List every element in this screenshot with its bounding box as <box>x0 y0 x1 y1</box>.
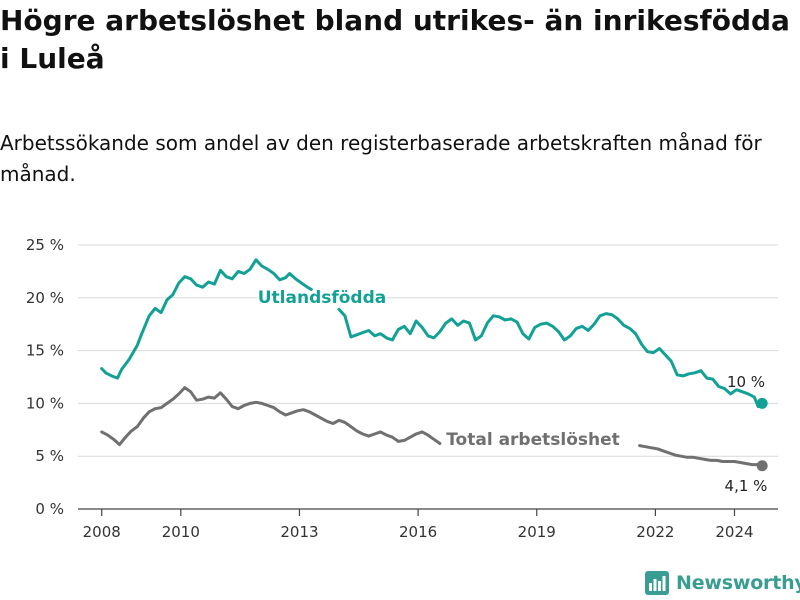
end-value-label: 4,1 % <box>725 477 768 495</box>
x-tick-label: 2024 <box>715 523 753 541</box>
series-line-1 <box>100 386 764 468</box>
series-end-point-0 <box>756 397 768 409</box>
y-tick-label: 0 % <box>35 500 64 518</box>
grid-lines <box>78 244 778 510</box>
page-title: Högre arbetslöshet bland utrikes- än inr… <box>0 4 790 75</box>
y-tick-label: 15 % <box>26 342 64 360</box>
chart-subtitle: Arbetssökande som andel av den registerb… <box>0 131 762 186</box>
series-end-point-1 <box>756 460 768 472</box>
series-name-label: Utlandsfödda <box>258 288 387 308</box>
brand-name: Newsworthy <box>676 572 800 594</box>
x-tick-label: 2016 <box>399 523 437 541</box>
x-tick-label: 2022 <box>636 523 674 541</box>
series-labels: Utlandsfödda Total arbetslöshet 10 % 4,1 % <box>256 286 769 497</box>
bar-chart-logo-icon <box>645 571 669 595</box>
series-lines <box>100 258 768 472</box>
end-value-label: 10 % <box>727 373 765 391</box>
y-tick-label: 25 % <box>26 236 64 254</box>
x-axis: 2008 2010 2013 2016 2019 2022 2024 <box>83 509 754 541</box>
y-tick-label: 5 % <box>35 447 64 465</box>
y-tick-label: 20 % <box>26 289 64 307</box>
x-tick-label: 2019 <box>518 523 556 541</box>
x-tick-label: 2013 <box>280 523 318 541</box>
y-axis: 0 % 5 % 10 % 15 % 20 % 25 % <box>26 236 64 518</box>
x-tick-label: 2008 <box>83 523 121 541</box>
series-name-label: Total arbetslöshet <box>446 430 620 450</box>
series-line-0 <box>100 258 764 409</box>
x-tick-label: 2010 <box>162 523 200 541</box>
y-tick-label: 10 % <box>26 394 64 412</box>
brand-logo: Newsworthy <box>644 570 800 596</box>
